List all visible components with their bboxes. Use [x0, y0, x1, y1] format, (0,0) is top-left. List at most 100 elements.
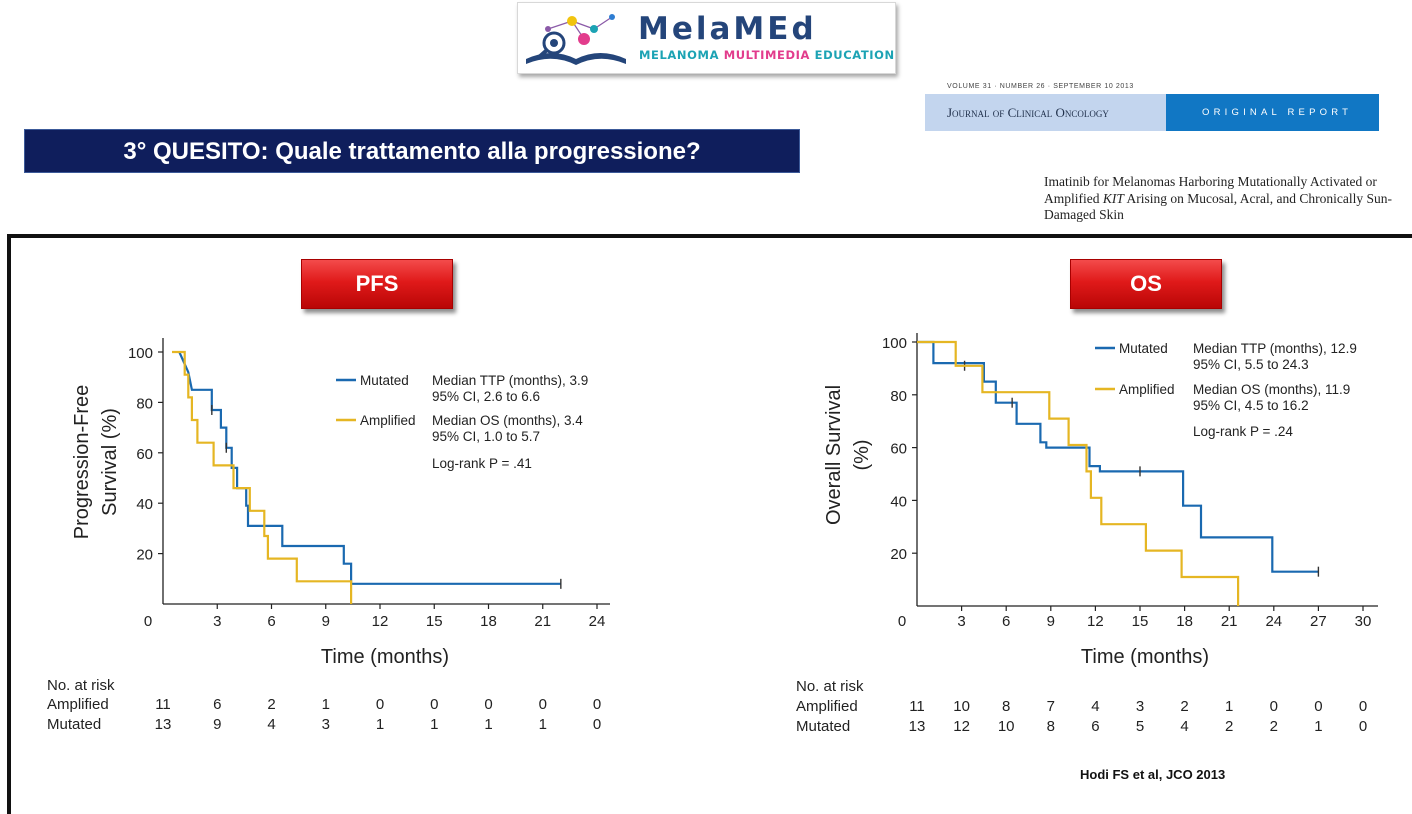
- y-axis-label-line1: Overall Survival: [823, 385, 845, 525]
- risk-value: 13: [909, 718, 926, 735]
- risk-value: 10: [953, 698, 970, 715]
- y-tick-label: 60: [136, 446, 153, 463]
- x-tick-label: 30: [1355, 613, 1372, 630]
- legend-ci: 95% CI, 1.0 to 5.7: [432, 429, 540, 444]
- risk-value: 5: [1136, 718, 1144, 735]
- risk-value: 2: [1225, 718, 1233, 735]
- legend-series-name: Amplified: [360, 413, 416, 428]
- y-tick-label: 100: [128, 345, 153, 362]
- x-tick-label: 9: [1047, 613, 1055, 630]
- risk-value: 11: [909, 698, 925, 715]
- risk-value: 6: [213, 696, 221, 713]
- legend-median: Median TTP (months), 3.9: [432, 373, 588, 388]
- reference-citation: Hodi FS et al, JCO 2013: [1080, 767, 1225, 782]
- x-tick-label: 24: [589, 613, 606, 630]
- risk-value: 0: [1270, 698, 1278, 715]
- risk-row-label: Amplified: [796, 698, 858, 715]
- legend-median: Median OS (months), 11.9: [1193, 382, 1350, 397]
- x-tick-label: 3: [957, 613, 965, 630]
- logrank-text: Log-rank P = .24: [1193, 424, 1293, 439]
- x-tick-label: 6: [1002, 613, 1010, 630]
- risk-value: 0: [593, 716, 601, 733]
- risk-value: 2: [267, 696, 275, 713]
- y-tick-label: 80: [136, 395, 153, 412]
- risk-value: 2: [1180, 698, 1188, 715]
- risk-value: 1: [322, 696, 330, 713]
- legend-ci: 95% CI, 4.5 to 16.2: [1193, 398, 1309, 413]
- legend-median: Median OS (months), 3.4: [432, 413, 583, 428]
- risk-value: 4: [1180, 718, 1188, 735]
- risk-row-label: Mutated: [796, 718, 850, 735]
- risk-value: 4: [267, 716, 275, 733]
- x-tick-label: 15: [1132, 613, 1149, 630]
- y-tick-label-zero: 0: [144, 613, 152, 630]
- risk-table-header: No. at risk: [47, 677, 115, 694]
- y-tick-label-zero: 0: [898, 613, 906, 630]
- series-line-amplified: [917, 342, 1238, 606]
- y-tick-label: 40: [890, 493, 907, 510]
- risk-value: 6: [1091, 718, 1099, 735]
- x-tick-label: 27: [1310, 613, 1327, 630]
- x-tick-label: 21: [534, 613, 551, 630]
- y-tick-label: 40: [136, 496, 153, 513]
- risk-value: 3: [322, 716, 330, 733]
- risk-value: 1: [430, 716, 438, 733]
- y-tick-label: 100: [882, 335, 907, 352]
- legend-series-name: Amplified: [1119, 382, 1175, 397]
- risk-value: 0: [376, 696, 384, 713]
- y-tick-label: 20: [890, 546, 907, 563]
- y-tick-label: 20: [136, 547, 153, 564]
- risk-value: 1: [1225, 698, 1233, 715]
- y-axis-label-line1: Progression-Free: [71, 385, 93, 540]
- risk-value: 8: [1002, 698, 1010, 715]
- x-tick-label: 24: [1265, 613, 1282, 630]
- legend-ci: 95% CI, 5.5 to 24.3: [1193, 357, 1309, 372]
- x-tick-label: 12: [1087, 613, 1104, 630]
- risk-value: 0: [1314, 698, 1322, 715]
- risk-value: 0: [539, 696, 547, 713]
- risk-value: 1: [1314, 718, 1322, 735]
- logrank-text: Log-rank P = .41: [432, 456, 532, 471]
- risk-row-label: Amplified: [47, 696, 109, 713]
- risk-value: 2: [1270, 718, 1278, 735]
- risk-value: 9: [213, 716, 221, 733]
- legend-median: Median TTP (months), 12.9: [1193, 341, 1357, 356]
- risk-value: 13: [155, 716, 172, 733]
- risk-value: 7: [1047, 698, 1055, 715]
- x-tick-label: 6: [267, 613, 275, 630]
- x-tick-label: 3: [213, 613, 221, 630]
- risk-value: 1: [484, 716, 492, 733]
- risk-value: 0: [430, 696, 438, 713]
- x-axis-label: Time (months): [321, 646, 449, 668]
- x-axis-label: Time (months): [1081, 646, 1209, 668]
- x-tick-label: 12: [372, 613, 389, 630]
- x-tick-label: 21: [1221, 613, 1238, 630]
- risk-value: 1: [539, 716, 547, 733]
- y-tick-label: 60: [890, 441, 907, 458]
- x-tick-label: 18: [480, 613, 497, 630]
- risk-value: 10: [998, 718, 1015, 735]
- risk-value: 1: [376, 716, 384, 733]
- legend-series-name: Mutated: [1119, 341, 1168, 356]
- y-axis-label-line2: (%): [851, 439, 873, 470]
- y-tick-label: 80: [890, 388, 907, 405]
- legend-ci: 95% CI, 2.6 to 6.6: [432, 389, 540, 404]
- risk-value: 4: [1091, 698, 1099, 715]
- risk-value: 0: [484, 696, 492, 713]
- x-tick-label: 15: [426, 613, 443, 630]
- risk-value: 12: [953, 718, 970, 735]
- risk-value: 0: [1359, 698, 1367, 715]
- series-line-mutated: [917, 342, 1318, 572]
- risk-value: 11: [155, 696, 171, 713]
- risk-value: 0: [1359, 718, 1367, 735]
- y-axis-label-line2: Survival (%): [99, 408, 121, 516]
- risk-value: 0: [593, 696, 601, 713]
- legend-series-name: Mutated: [360, 373, 409, 388]
- x-tick-label: 9: [322, 613, 330, 630]
- x-tick-label: 18: [1176, 613, 1193, 630]
- risk-value: 8: [1047, 718, 1055, 735]
- risk-table-header: No. at risk: [796, 678, 864, 695]
- risk-row-label: Mutated: [47, 716, 101, 733]
- risk-value: 3: [1136, 698, 1144, 715]
